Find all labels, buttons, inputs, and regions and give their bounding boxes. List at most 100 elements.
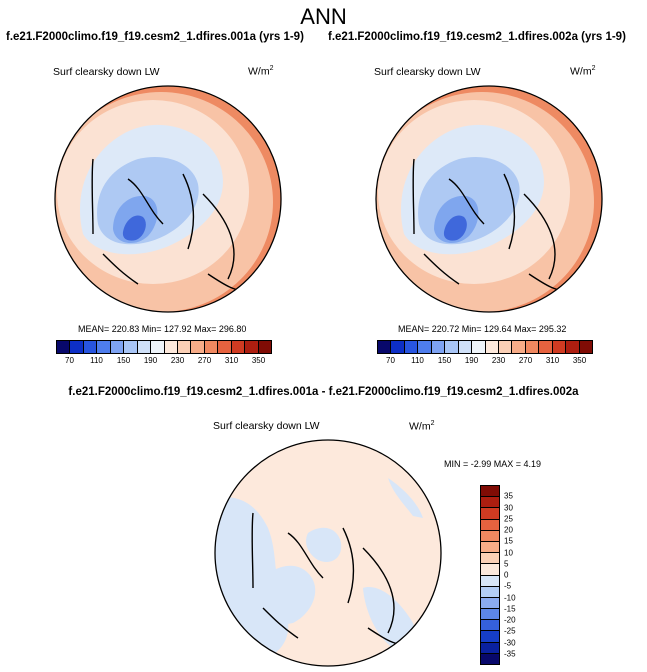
colorbar-tick-label: 70 <box>386 356 395 365</box>
colorbar-swatch <box>151 341 165 353</box>
colorbar-tick-label: 310 <box>545 356 560 365</box>
colorbar-tick-label: 150 <box>437 356 452 365</box>
right-variable-label: Surf clearsky down LW <box>374 66 481 78</box>
colorbar-tick-label: 270 <box>518 356 533 365</box>
colorbar-swatch <box>204 341 219 353</box>
colorbar-swatch <box>481 620 499 632</box>
right-polar-map <box>375 85 603 313</box>
colorbar-tick-label: -15 <box>504 604 516 614</box>
colorbar-tick-label: 70 <box>65 356 74 365</box>
colorbar-swatch <box>458 341 473 353</box>
diff-variable-label: Surf clearsky down LW <box>213 420 320 432</box>
colorbar-swatch <box>110 341 125 353</box>
colorbar-tick-label: 350 <box>251 356 266 365</box>
colorbar-swatch <box>445 341 459 353</box>
colorbar-tick-label: 230 <box>170 356 185 365</box>
left-colorbar <box>56 340 272 354</box>
left-stats: MEAN= 220.83 Min= 127.92 Max= 296.80 <box>78 324 247 334</box>
right-case-title: f.e21.F2000climo.f19_f19.cesm2_1.dfires.… <box>328 31 626 43</box>
colorbar-swatch <box>579 341 592 353</box>
colorbar-swatch <box>218 341 232 353</box>
diff-colorbar-ticks: 35 30 25 20 15 10 5 0 -5 -10 -15 -20 -25 -30 -35 <box>504 485 534 665</box>
diff-stats: MIN = -2.99 MAX = 4.19 <box>444 459 542 469</box>
colorbar-swatch <box>124 341 138 353</box>
colorbar-tick-label: 15 <box>504 536 513 546</box>
colorbar-swatch <box>137 341 152 353</box>
colorbar-swatch <box>191 341 205 353</box>
colorbar-swatch <box>378 341 392 353</box>
colorbar-swatch <box>391 341 405 353</box>
colorbar-swatch <box>552 341 567 353</box>
colorbar-swatch <box>481 530 499 542</box>
colorbar-swatch <box>431 341 446 353</box>
colorbar-swatch <box>164 341 178 353</box>
colorbar-tick-label: 270 <box>197 356 212 365</box>
colorbar-swatch <box>539 341 553 353</box>
colorbar-swatch <box>418 341 432 353</box>
colorbar-tick-label: 20 <box>504 525 513 535</box>
colorbar-swatch <box>481 575 499 587</box>
colorbar-swatch <box>481 586 499 598</box>
colorbar-swatch <box>481 564 499 576</box>
colorbar-swatch <box>512 341 526 353</box>
colorbar-tick-label: 110 <box>411 356 424 365</box>
colorbar-swatch <box>485 341 499 353</box>
colorbar-tick-label: 350 <box>572 356 587 365</box>
right-colorbar <box>377 340 593 354</box>
colorbar-tick-label: 110 <box>90 356 103 365</box>
colorbar-swatch <box>57 341 71 353</box>
colorbar-swatch <box>481 631 499 643</box>
colorbar-swatch <box>481 597 499 610</box>
left-case-title: f.e21.F2000climo.f19_f19.cesm2_1.dfires.… <box>6 31 304 43</box>
colorbar-swatch <box>83 341 98 353</box>
colorbar-swatch <box>97 341 111 353</box>
colorbar-swatch <box>70 341 84 353</box>
colorbar-swatch <box>566 341 580 353</box>
right-units-label: W/m2 <box>570 65 596 78</box>
right-stats: MEAN= 220.72 Min= 129.64 Max= 295.32 <box>398 324 567 334</box>
colorbar-swatch <box>177 341 192 353</box>
diff-units-label: W/m2 <box>409 420 435 433</box>
colorbar-swatch <box>245 341 259 353</box>
colorbar-swatch <box>481 609 499 621</box>
left-variable-label: Surf clearsky down LW <box>53 66 160 78</box>
colorbar-swatch <box>472 341 486 353</box>
left-colorbar-ticks: 70 110 150 190 230 270 310 350 <box>56 356 272 368</box>
colorbar-tick-label: 190 <box>464 356 479 365</box>
colorbar-tick-label: -25 <box>504 626 516 636</box>
colorbar-tick-label: 10 <box>504 548 513 557</box>
colorbar-tick-label: -20 <box>504 615 516 625</box>
diff-case-title: f.e21.F2000climo.f19_f19.cesm2_1.dfires.… <box>68 386 579 398</box>
diff-colorbar <box>480 485 500 665</box>
right-colorbar-ticks: 70 110 150 190 230 270 310 350 <box>377 356 593 368</box>
colorbar-tick-label: -35 <box>504 649 516 659</box>
colorbar-tick-label: 0 <box>504 570 509 580</box>
colorbar-swatch <box>481 486 499 498</box>
colorbar-swatch <box>481 553 499 565</box>
colorbar-tick-label: 310 <box>224 356 239 365</box>
colorbar-swatch <box>481 653 499 664</box>
left-polar-map <box>54 85 282 313</box>
colorbar-swatch <box>481 497 499 509</box>
colorbar-tick-label: 25 <box>504 514 513 524</box>
colorbar-swatch <box>498 341 513 353</box>
colorbar-swatch <box>231 341 246 353</box>
colorbar-tick-label: 150 <box>116 356 131 365</box>
colorbar-swatch <box>481 541 499 554</box>
colorbar-swatch <box>481 508 499 520</box>
colorbar-tick-label: 35 <box>504 491 513 501</box>
colorbar-tick-label: 30 <box>504 503 513 512</box>
diff-polar-map <box>214 439 442 667</box>
colorbar-swatch <box>404 341 419 353</box>
colorbar-tick-label: -5 <box>504 581 512 591</box>
colorbar-swatch <box>481 642 499 654</box>
left-units-label: W/m2 <box>248 65 274 78</box>
colorbar-tick-label: -30 <box>504 638 516 647</box>
colorbar-tick-label: 190 <box>143 356 158 365</box>
colorbar-tick-label: 230 <box>491 356 506 365</box>
colorbar-tick-label: -10 <box>504 593 516 602</box>
colorbar-swatch <box>525 341 540 353</box>
page-title: ANN <box>300 4 347 29</box>
colorbar-swatch <box>481 519 499 531</box>
colorbar-swatch <box>258 341 271 353</box>
